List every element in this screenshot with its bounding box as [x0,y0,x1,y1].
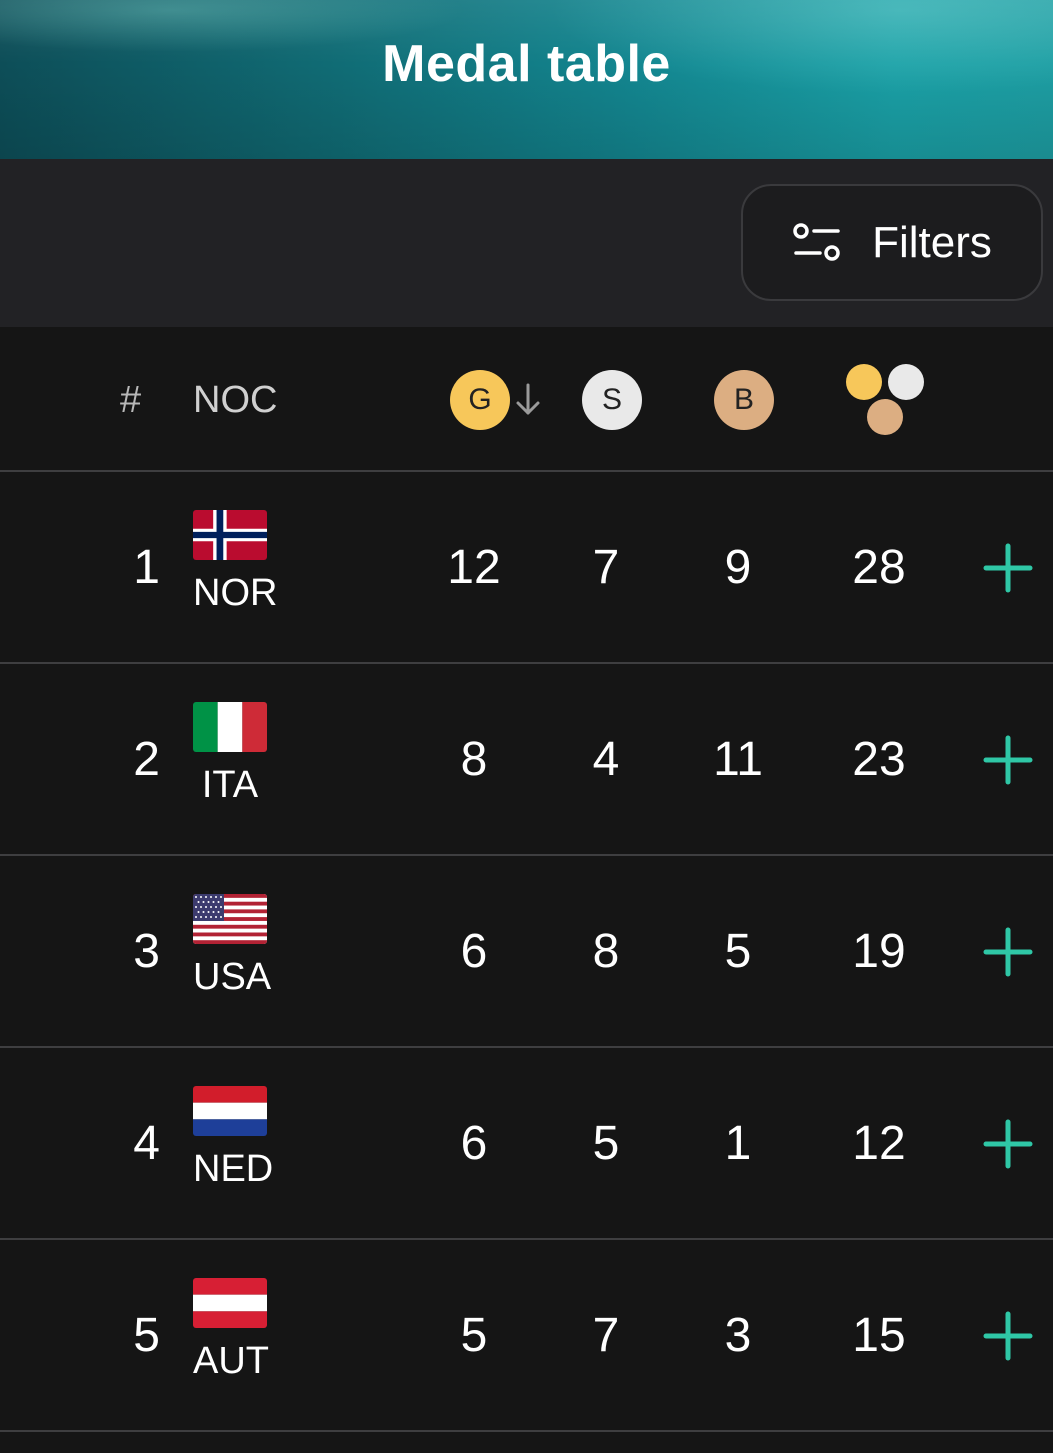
table-header: # NOC G S B [0,327,1053,472]
bronze-count: 5 [724,925,752,978]
gold-count: 8 [460,733,488,786]
rank-value: 2 [133,733,160,786]
silver-badge-label: S [601,383,622,416]
medals-total-icon[interactable] [842,360,928,440]
bronze-count: 1 [724,1117,752,1170]
page-title: Medal table [382,35,671,93]
expand-plus-icon[interactable] [978,922,1038,982]
filters-label: Filters [872,217,992,267]
total-count: 23 [852,733,906,786]
bronze-count: 3 [724,1309,752,1362]
noc-code-text: AUT [193,1340,269,1382]
total-count: 28 [852,541,906,594]
bronze-count: 9 [724,541,752,594]
noc-code-text: ITA [201,764,259,806]
noc-column-header[interactable]: NOC [193,379,278,421]
table-row[interactable]: 4 NED 6 5 1 12 [0,1048,1053,1240]
sliders-icon [793,222,840,261]
expand-plus-icon[interactable] [978,1306,1038,1366]
expand-plus-icon[interactable] [978,538,1038,598]
noc-code-text: NED [193,1148,274,1190]
gold-column-header[interactable]: G [450,370,510,430]
silver-count: 4 [592,733,620,786]
filter-bar: Filters [0,159,1053,327]
gold-count: 6 [460,925,488,978]
expand-plus-icon[interactable] [978,1114,1038,1174]
rank-value: 1 [133,541,160,594]
silver-column-header[interactable]: S [582,370,642,430]
gold-count: 6 [460,1117,488,1170]
noc-code: USA [193,956,271,999]
silver-count: 7 [592,541,620,594]
rank-column-header: # [120,379,142,421]
bronze-count: 11 [713,733,763,786]
noc-code: ITA [193,764,267,807]
netherlands-flag-icon [193,1086,267,1136]
silver-count: 5 [592,1117,620,1170]
rank-value: 3 [133,925,160,978]
noc-code: NOR [193,572,277,615]
gold-count: 12 [447,541,501,594]
total-count: 15 [852,1309,906,1362]
austria-flag-icon [193,1278,267,1328]
expand-plus-icon[interactable] [978,730,1038,790]
bronze-column-header[interactable]: B [714,370,774,430]
rank-value: 5 [133,1309,160,1362]
total-count: 19 [852,925,906,978]
total-count: 12 [852,1117,906,1170]
rank-value: 4 [133,1117,160,1170]
italy-flag-icon [193,702,267,752]
table-row[interactable]: 1 NOR 12 7 9 28 [0,472,1053,664]
filters-button[interactable]: Filters [741,184,1043,301]
silver-count: 8 [592,925,620,978]
noc-code: NED [193,1148,273,1191]
table-row[interactable]: 5 AUT 5 7 3 15 [0,1240,1053,1432]
sort-descending-arrow-icon [516,383,540,415]
noc-code: AUT [193,1340,269,1383]
norway-flag-icon [193,510,267,560]
table-row[interactable]: 2 ITA 8 4 11 23 [0,664,1053,856]
bronze-badge-label: B [733,383,754,416]
silver-count: 7 [592,1309,620,1362]
header-banner: Medal table [0,0,1053,159]
noc-code-text: USA [193,956,272,998]
usa-flag-icon [193,894,267,944]
noc-code-text: NOR [193,572,278,614]
table-row[interactable]: 3 USA 6 8 [0,856,1053,1048]
gold-badge-label: G [468,383,492,416]
gold-count: 5 [460,1309,488,1362]
